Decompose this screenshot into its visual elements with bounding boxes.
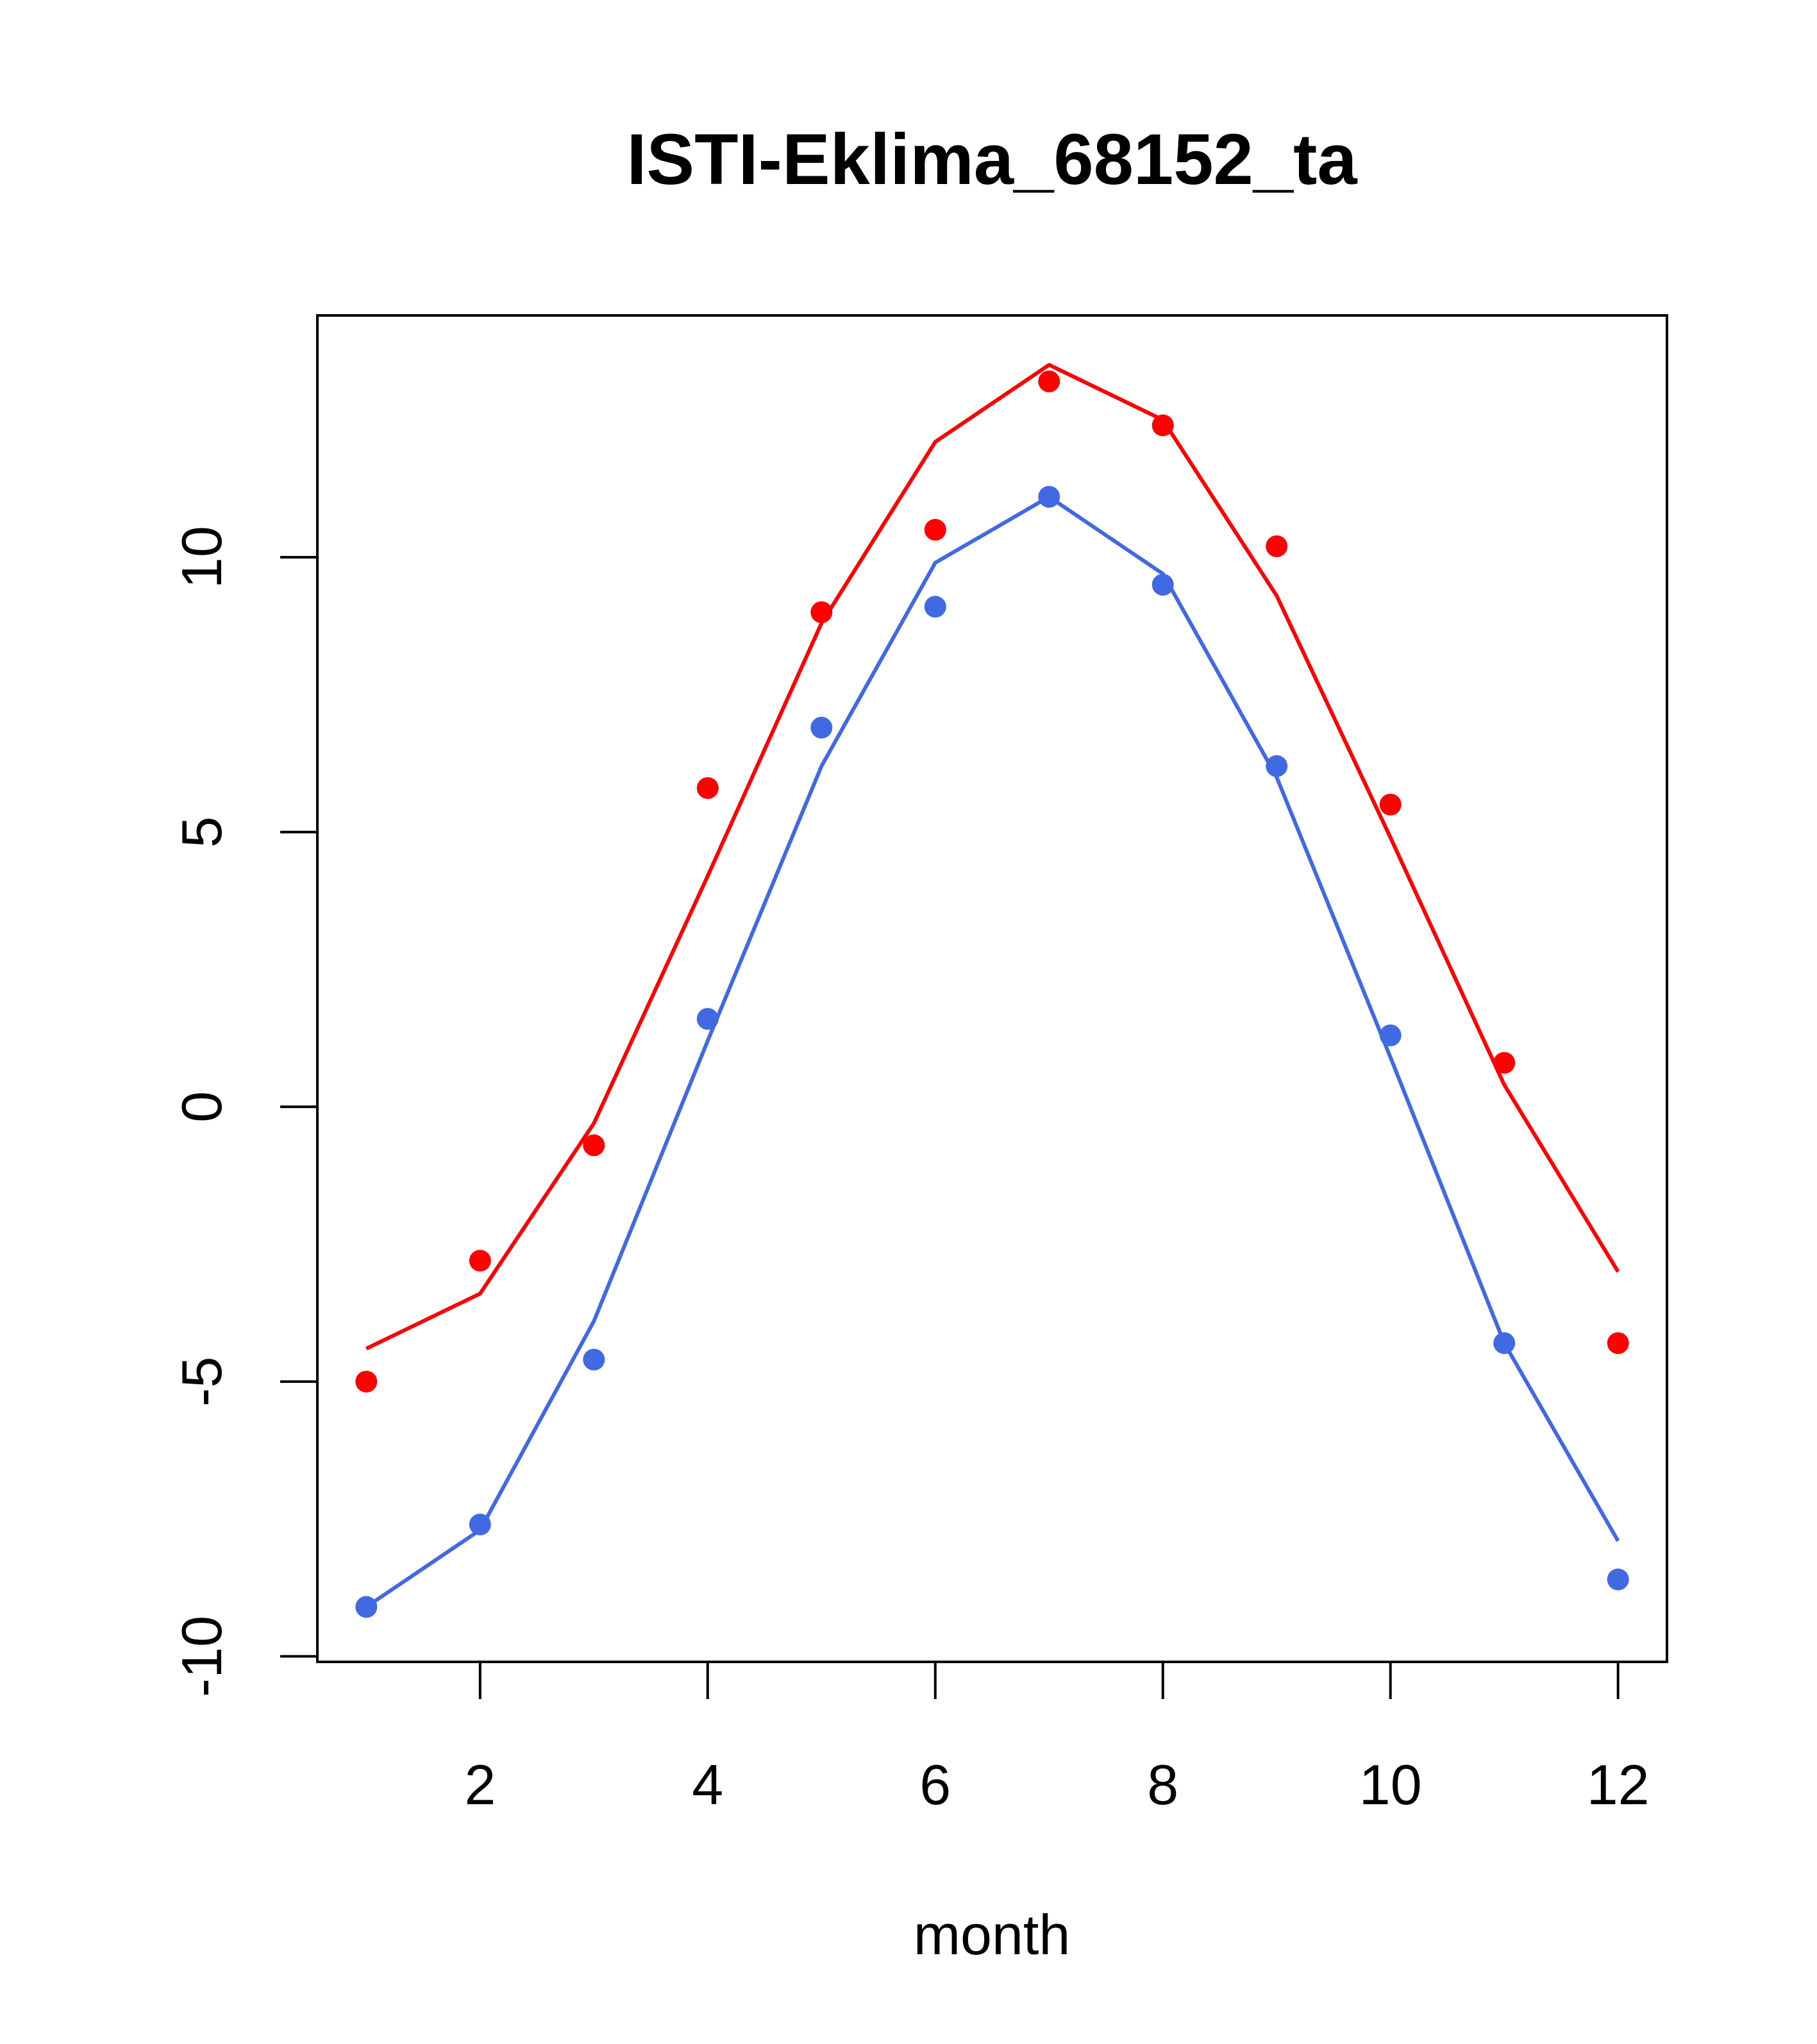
- series-1-point: [924, 519, 946, 541]
- chart-title: ISTI-Eklima_68152_ta: [626, 119, 1357, 199]
- series-1-point: [1266, 535, 1288, 557]
- series-1-point: [583, 1134, 605, 1157]
- series-2-point: [1493, 1332, 1516, 1354]
- series-1-point: [1038, 370, 1060, 392]
- series-1-point: [1607, 1332, 1629, 1354]
- series-2-point: [1038, 485, 1060, 508]
- x-tick-label: 4: [692, 1753, 723, 1816]
- x-tick-label: 12: [1587, 1753, 1650, 1816]
- series-2-point: [583, 1348, 605, 1371]
- series-2-point: [1266, 755, 1288, 777]
- x-axis-label: month: [914, 1903, 1071, 1966]
- y-tick-label: 5: [170, 816, 233, 848]
- series-2-point: [810, 716, 833, 739]
- series-2-line: [365, 494, 1620, 1609]
- x-tick-label: 6: [919, 1753, 951, 1816]
- x-tick-label: 10: [1359, 1753, 1422, 1816]
- series-2-point: [469, 1513, 491, 1536]
- y-tick-label: 10: [170, 526, 233, 589]
- series-1-point: [810, 601, 833, 623]
- series-1-point: [355, 1370, 378, 1393]
- series-1-point: [696, 777, 719, 800]
- series-2-point: [355, 1596, 378, 1618]
- y-tick-label: -5: [170, 1357, 233, 1407]
- series-2-point: [1379, 1024, 1402, 1046]
- series-1-line: [365, 363, 1620, 1351]
- series-2-point: [924, 596, 946, 618]
- plot-area: 2 4 6 8 10 12 -10 -5 0 5 10: [170, 314, 1668, 1816]
- x-tick-label: 2: [464, 1753, 496, 1816]
- x-tick-label: 8: [1147, 1753, 1178, 1816]
- series-1-point: [469, 1250, 491, 1272]
- y-tick-label: -10: [170, 1616, 233, 1697]
- series-2-point: [696, 1008, 719, 1030]
- series-1-point: [1379, 793, 1402, 816]
- series-2-point: [1151, 574, 1174, 596]
- series-1-point: [1493, 1051, 1516, 1074]
- y-tick-label: 0: [170, 1091, 233, 1123]
- series-1-point: [1151, 414, 1174, 437]
- series-2-point: [1607, 1568, 1629, 1591]
